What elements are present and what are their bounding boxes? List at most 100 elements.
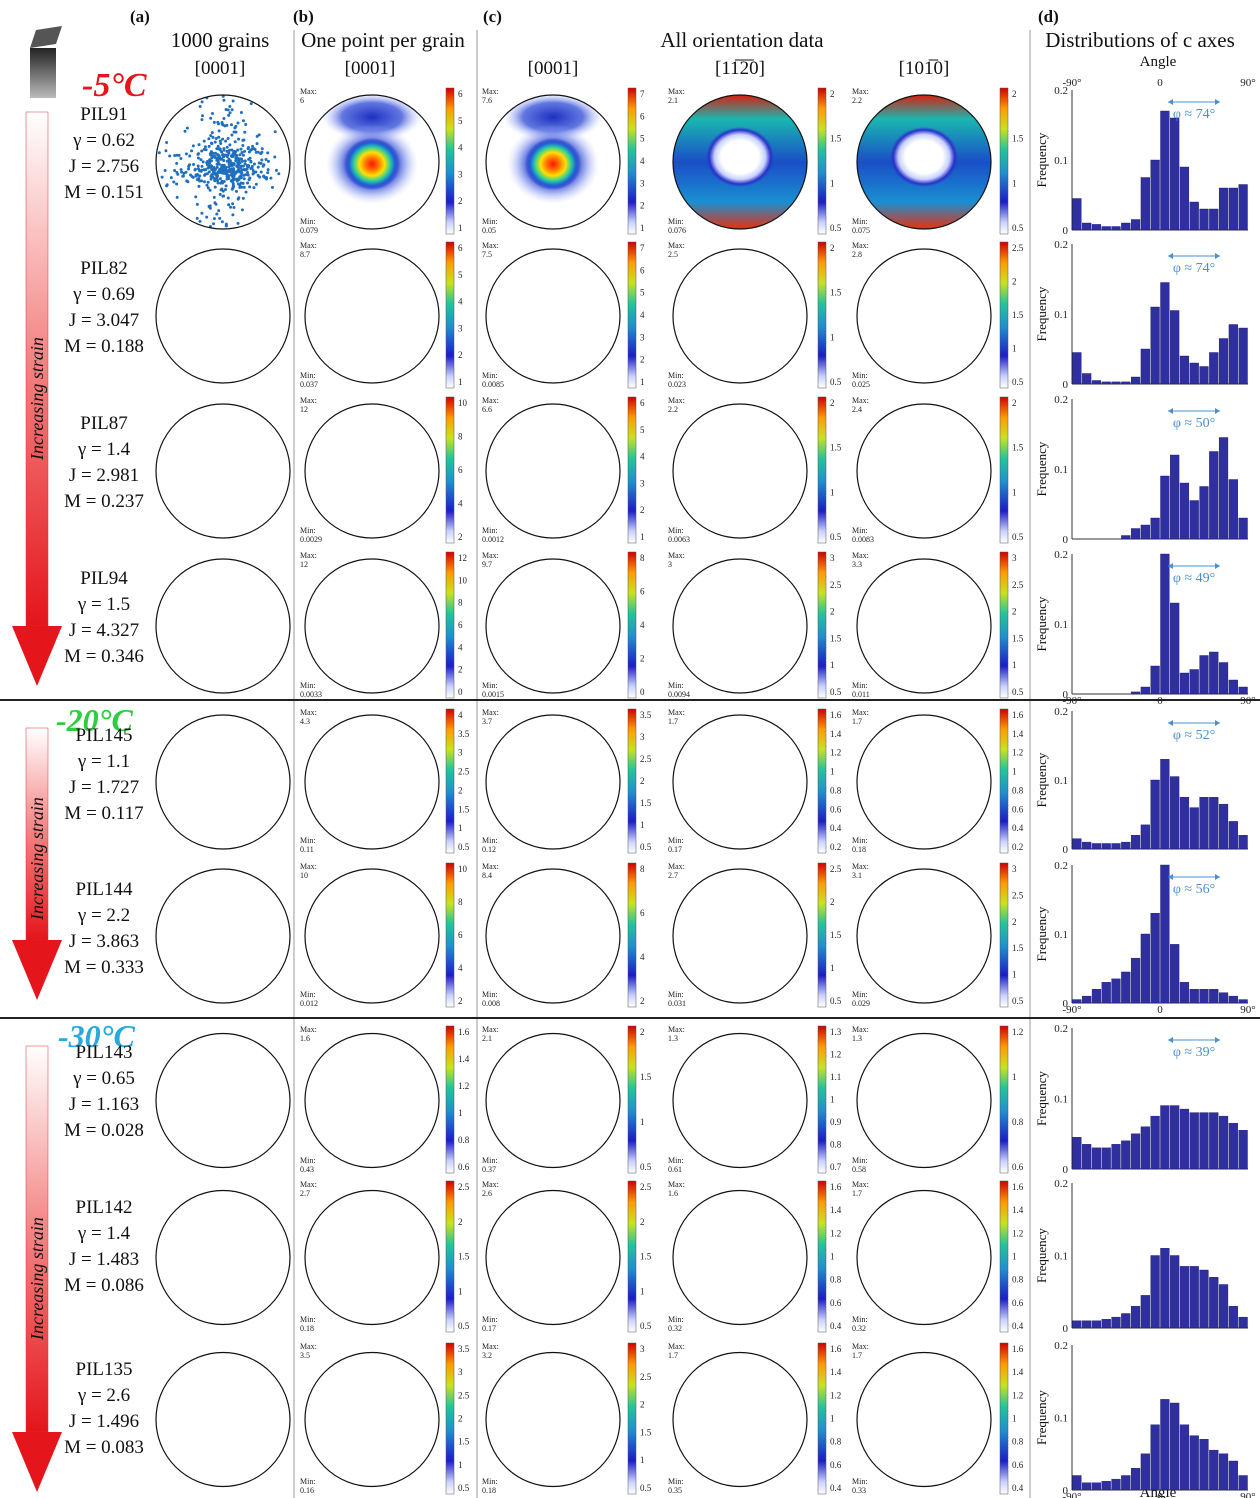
sample-j: J = 3.863 — [69, 931, 139, 952]
colorbar-c1010-tick: 2.5 — [1012, 580, 1024, 590]
colorbar-b-tick: 10 — [458, 864, 468, 874]
hist-xtick: 90° — [1240, 1491, 1255, 1498]
pole-figure-b — [304, 403, 440, 539]
strain-arrow-1: Increasing strain — [12, 111, 62, 686]
pole-figure-c0001 — [485, 1032, 621, 1169]
colorbar-c1010-bar — [999, 87, 1009, 235]
pole-figure-c1120-outline — [672, 403, 808, 539]
pole-figure-c1120-field — [673, 715, 807, 849]
min-label-c1120-text: Min: 0.0094 — [668, 681, 690, 699]
colorbar-c1120-tick: 2 — [830, 243, 835, 253]
colorbar-c0001: 7 6 5 4 3 2 1 — [627, 241, 645, 389]
hist-bar — [1140, 1453, 1150, 1491]
colorbar-b-bar — [445, 396, 455, 544]
colorbar-c1120-tick: 2 — [830, 89, 835, 99]
min-label-c0001-text: Min: 0.37 — [482, 1156, 498, 1174]
pole-figure-dots-field — [156, 95, 290, 229]
colorbar-c1010: 1.6 1.4 1.2 1 0.8 0.6 0.4 0.2 — [999, 708, 1024, 854]
hist-bar — [1091, 989, 1102, 1004]
colorbar-c0001-bar — [627, 241, 637, 389]
colorbar-c1120-tick: 1.1 — [830, 1072, 841, 1082]
colorbar-c1010-tick: 1 — [1012, 970, 1017, 980]
max-label-c1120-text: Max: 2.5 — [668, 241, 685, 259]
pole-figure-c1010-outline — [856, 1351, 992, 1488]
colorbar-c1010-tick: 1 — [1012, 344, 1017, 354]
hist-bar — [1160, 759, 1170, 850]
hist-bar — [1072, 198, 1082, 231]
colorbar-c0001-tick: 0.5 — [640, 1321, 652, 1331]
colorbar-c1010-tick: 1 — [1012, 178, 1017, 188]
colorbar-c0001-tick: 1 — [640, 377, 645, 387]
hist-bar — [1189, 1435, 1199, 1491]
title-d: Distributions of c axes — [1045, 28, 1235, 52]
min-label-c1120-text: Min: 0.023 — [668, 371, 686, 389]
hist-ytick: 0 — [1063, 1323, 1069, 1335]
min-label-c1010-text: Min: 0.0083 — [852, 526, 874, 544]
hist-bar — [1170, 1255, 1180, 1329]
colorbar-c0001-tick: 2 — [640, 505, 645, 515]
pole-figure-dots-outline — [155, 94, 291, 230]
hist-bar — [1209, 208, 1219, 231]
colorbar-c1010-tick: 3 — [1012, 553, 1017, 563]
min-label-c1120: Min: 0.0094 — [668, 681, 690, 699]
pole-figure-b-outline — [304, 558, 440, 694]
hist-bar — [1111, 843, 1121, 850]
pole-figure-dots-outline — [155, 1351, 291, 1488]
axis-c-0001: [0001] — [528, 58, 579, 79]
min-label-c0001-text: Min: 0.0015 — [482, 681, 504, 699]
colorbar-c1010-tick: 1.4 — [1012, 729, 1024, 739]
colorbar-c0001-tick: 7 — [640, 89, 645, 99]
max-label-c1120: Max: 3 — [668, 551, 685, 569]
colorbar-c1010-tick: 1.6 — [1012, 710, 1024, 720]
sample-id: PIL87 — [80, 413, 128, 434]
colorbar-c0001-tick: 0 — [640, 687, 645, 697]
max-label-c0001: Max: 8.4 — [482, 862, 499, 880]
pole-figure-c1010-field — [857, 1191, 991, 1325]
colorbar-c1010: 1.6 1.4 1.2 1 0.8 0.6 0.4 — [999, 1342, 1024, 1495]
colorbar-b-tick: 2.5 — [458, 767, 470, 777]
hist-bar — [1091, 1320, 1102, 1329]
hist-bar — [1130, 219, 1141, 231]
hist-ytick: 0.1 — [1054, 929, 1068, 941]
max-label-b-text: Max: 10 — [300, 862, 317, 880]
hist-bar — [1179, 672, 1190, 695]
colorbar-c1010-tick: 1.2 — [1012, 1228, 1023, 1238]
hist-xtick: -90° — [1062, 1004, 1081, 1016]
colorbar-c0001-tick: 1 — [640, 532, 645, 542]
colorbar-c1010-tick: 0.2 — [1012, 842, 1023, 852]
colorbar-c0001-tick: 1 — [640, 1117, 645, 1127]
max-label-c0001-text: Max: 3.7 — [482, 708, 499, 726]
max-label-c1010: Max: 1.7 — [852, 1342, 869, 1360]
colorbar-c0001-tick: 5 — [640, 288, 645, 298]
hist-ytick: 0.1 — [1054, 1094, 1068, 1106]
hist-xtick: 0 — [1157, 1491, 1163, 1498]
colorbar-c1010-tick: 0.6 — [1012, 804, 1024, 814]
pole-figure-c0001-outline — [485, 403, 621, 539]
hist-bar — [1091, 1147, 1102, 1170]
angle-label-top: Angle — [1140, 54, 1177, 70]
colorbar-c1010-tick: 2 — [1012, 89, 1017, 99]
hist-bar — [1130, 1306, 1141, 1329]
hist-bar — [1111, 978, 1121, 1004]
sample-id: PIL94 — [80, 568, 128, 589]
sample-id: PIL135 — [76, 1359, 133, 1380]
phi-arrow-right — [1215, 253, 1220, 259]
colorbar-b-tick: 1 — [458, 223, 463, 233]
hist-bar — [1121, 841, 1131, 850]
max-label-c0001: Max: 2.1 — [482, 1025, 499, 1043]
hist-bar — [1082, 1144, 1092, 1170]
title-c: All orientation data — [660, 28, 824, 52]
colorbar-b-tick: 3.5 — [458, 1344, 470, 1354]
colorbar-c0001: 6 5 4 3 2 1 — [627, 396, 645, 544]
hist-bar — [1072, 1320, 1082, 1329]
pole-figure-c1120-outline — [672, 1032, 808, 1169]
pole-figure-c1010 — [856, 1351, 992, 1488]
hist-bar — [1072, 1137, 1082, 1170]
min-label-c0001-text: Min: 0.18 — [482, 1477, 498, 1495]
hist-bar — [1209, 1112, 1219, 1170]
colorbar-c1010: 3 2.5 2 1.5 1 0.5 — [999, 862, 1024, 1008]
hist-bar — [1189, 807, 1199, 850]
colorbar-b-tick: 1 — [458, 1286, 463, 1296]
hist-bar — [1218, 187, 1229, 231]
hist-bar — [1170, 1105, 1180, 1170]
